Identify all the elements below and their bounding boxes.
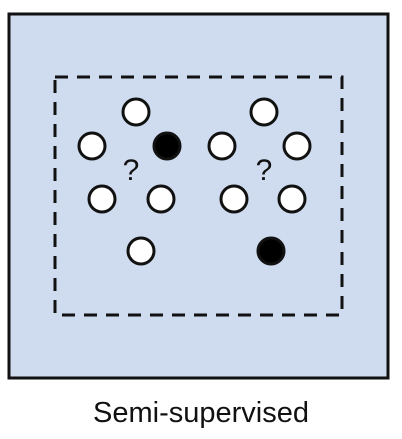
left-cluster-unlabeled-point [87, 184, 117, 214]
question-mark-left: ? [123, 154, 140, 187]
left-cluster-unlabeled-point [77, 131, 107, 161]
background-panel [7, 12, 390, 380]
right-cluster-unlabeled-point [219, 184, 249, 214]
points-layer [77, 97, 312, 266]
left-cluster-unlabeled-point [121, 97, 151, 127]
right-cluster-unlabeled-point [277, 184, 307, 214]
left-cluster-unlabeled-point [146, 184, 176, 214]
question-mark-right: ? [256, 154, 273, 187]
left-cluster-unlabeled-point [126, 236, 156, 266]
dataset-dashed-box [53, 75, 344, 317]
right-cluster-unlabeled-point [282, 131, 312, 161]
left-cluster-labeled-point [152, 131, 182, 161]
caption: Semi-supervised [93, 397, 309, 429]
right-cluster-unlabeled-point [207, 131, 237, 161]
right-cluster-unlabeled-point [249, 97, 279, 127]
right-cluster-labeled-point [256, 236, 286, 266]
